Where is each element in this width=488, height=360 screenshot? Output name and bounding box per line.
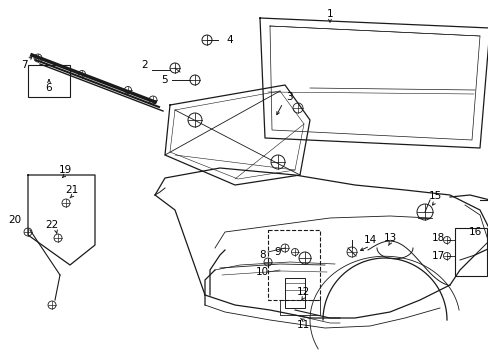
Text: 7: 7 bbox=[20, 60, 27, 70]
Text: 14: 14 bbox=[363, 235, 376, 245]
Text: 2: 2 bbox=[142, 60, 148, 70]
Text: 4: 4 bbox=[226, 35, 233, 45]
Text: 5: 5 bbox=[162, 75, 168, 85]
Text: 19: 19 bbox=[58, 165, 71, 175]
Text: 3: 3 bbox=[285, 92, 292, 102]
Bar bbox=[28, 65, 70, 97]
Text: 22: 22 bbox=[45, 220, 59, 230]
Text: 9: 9 bbox=[274, 247, 281, 257]
Bar bbox=[267, 230, 319, 300]
Text: 8: 8 bbox=[259, 250, 266, 260]
Text: 12: 12 bbox=[296, 287, 309, 297]
Bar bbox=[454, 228, 486, 276]
Text: 11: 11 bbox=[296, 320, 309, 330]
Text: 1: 1 bbox=[326, 9, 333, 19]
Text: 10: 10 bbox=[255, 267, 268, 277]
Text: 6: 6 bbox=[45, 83, 52, 93]
Text: 21: 21 bbox=[65, 185, 79, 195]
Text: 18: 18 bbox=[430, 233, 444, 243]
Text: 17: 17 bbox=[430, 251, 444, 261]
Text: 15: 15 bbox=[427, 191, 441, 201]
Text: 20: 20 bbox=[8, 215, 21, 225]
Text: 13: 13 bbox=[383, 233, 396, 243]
Text: 16: 16 bbox=[468, 227, 481, 237]
Bar bbox=[285, 278, 305, 308]
